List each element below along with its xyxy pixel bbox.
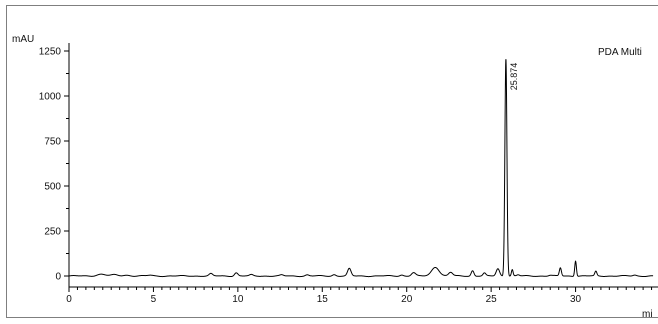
chart-frame bbox=[6, 5, 658, 318]
x-axis-label: mi bbox=[642, 309, 653, 320]
y-tick-label: 250 bbox=[44, 227, 61, 238]
y-tick-label: 0 bbox=[55, 272, 61, 283]
x-tick-label: 25 bbox=[486, 294, 498, 305]
y-tick-label: 1000 bbox=[39, 92, 62, 103]
y-tick-label: 750 bbox=[44, 137, 61, 148]
chromatogram-trace bbox=[68, 59, 654, 278]
y-axis: 0 250 500 750 1000 1250 bbox=[39, 47, 69, 283]
x-axis: 0 5 10 15 20 25 30 bbox=[66, 287, 653, 305]
x-tick-label: 10 bbox=[232, 294, 244, 305]
y-tick-label: 500 bbox=[44, 182, 61, 193]
x-tick-label: 0 bbox=[66, 294, 72, 305]
channel-label: PDA Multi bbox=[598, 47, 642, 58]
peak-label: 25.874 bbox=[509, 63, 519, 91]
x-tick-label: 5 bbox=[151, 294, 157, 305]
x-tick-label: 20 bbox=[401, 294, 413, 305]
x-tick-label: 15 bbox=[317, 294, 329, 305]
y-tick-label: 1250 bbox=[39, 47, 62, 58]
y-axis-label: mAU bbox=[12, 34, 34, 45]
x-tick-label: 30 bbox=[570, 294, 582, 305]
